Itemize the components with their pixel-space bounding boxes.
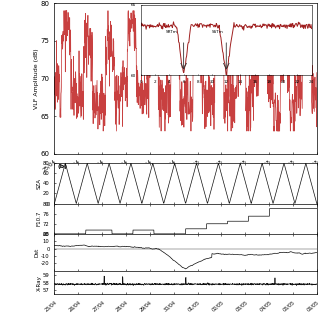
Y-axis label: VLF Amplitude (dB): VLF Amplitude (dB) [34, 48, 39, 109]
Text: (b): (b) [57, 164, 67, 169]
Y-axis label: F10.7: F10.7 [36, 211, 41, 226]
Y-axis label: X-Ray: X-Ray [36, 275, 41, 291]
Y-axis label: Dst: Dst [35, 248, 40, 257]
Y-axis label: SZA: SZA [36, 178, 41, 189]
